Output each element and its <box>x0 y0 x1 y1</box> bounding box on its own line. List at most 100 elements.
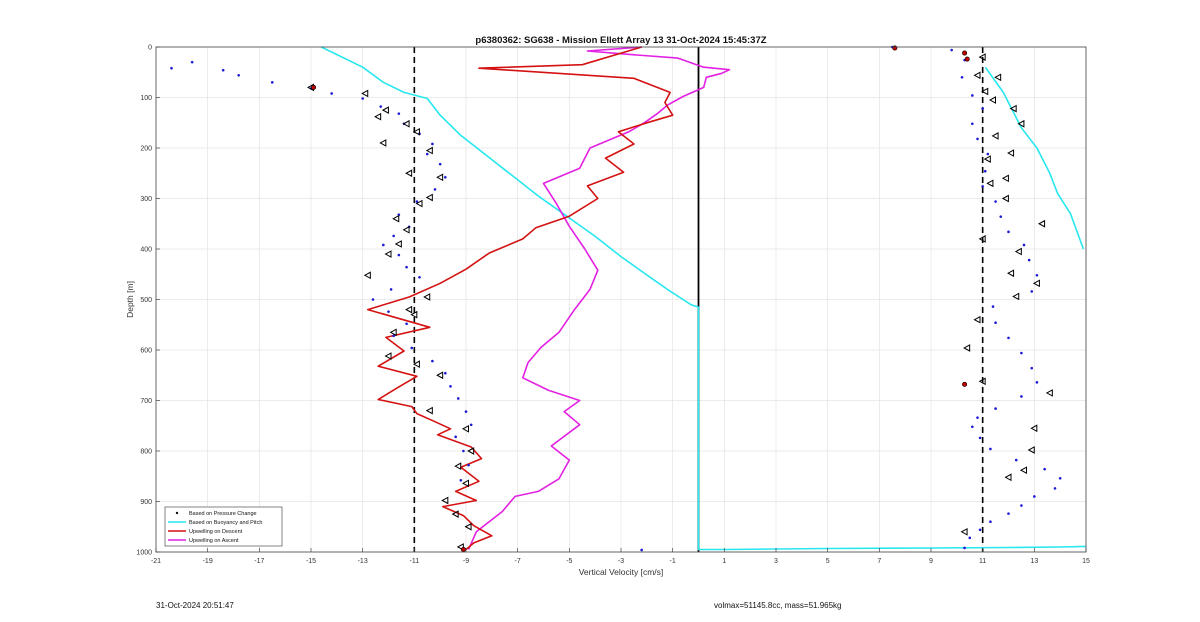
x-tick-label: -3 <box>618 558 624 565</box>
triangle-marker <box>461 479 469 488</box>
triangle-marker <box>1019 466 1027 475</box>
data-point <box>960 76 964 79</box>
y-tick-label: 100 <box>140 95 152 102</box>
triangle-marker <box>467 447 475 455</box>
data-point <box>379 105 383 108</box>
data-point <box>444 175 447 179</box>
legend-label: Upwelling on Ascent <box>189 538 239 544</box>
red-marker <box>964 56 970 62</box>
y-axis-ticks: 0 100 200 300 400 500 600 700 800 900 1000 <box>136 45 160 557</box>
triangle-marker <box>1012 292 1020 301</box>
data-point <box>994 200 997 203</box>
footer-timestamp: 31-Oct-2024 20:51:47 <box>156 601 234 610</box>
data-point <box>467 463 470 467</box>
data-point <box>963 546 966 550</box>
data-point <box>989 447 992 451</box>
y-tick-label: 200 <box>140 146 152 153</box>
red-marker <box>892 45 898 51</box>
x-tick-label: 11 <box>979 558 986 565</box>
triangle-marker <box>415 199 423 208</box>
x-tick-label: 3 <box>774 558 778 565</box>
triangle-marker <box>392 214 400 223</box>
data-point <box>371 298 375 301</box>
triangle-marker <box>978 235 986 243</box>
data-point <box>983 169 987 173</box>
data-point <box>405 322 408 326</box>
chart-title: p6380362: SG638 - Mission Ellett Array 1… <box>475 35 766 46</box>
triangle-marker <box>363 271 371 280</box>
data-point <box>330 92 333 95</box>
triangle-marker <box>381 106 389 114</box>
triangle-marker <box>973 71 981 80</box>
triangle-marker <box>1014 247 1022 256</box>
triangle-marker <box>436 173 444 182</box>
data-point <box>170 66 173 70</box>
data-point <box>1058 476 1062 480</box>
triangle-marker <box>461 424 469 433</box>
triangle-marker <box>454 462 462 470</box>
data-point <box>382 243 385 247</box>
red-dot-markers <box>311 45 970 552</box>
series-line <box>366 46 674 551</box>
data-point <box>1030 290 1034 293</box>
triangle-marker <box>425 406 433 415</box>
data-point <box>397 213 401 216</box>
triangle-marker <box>1038 219 1046 228</box>
data-point <box>397 112 401 115</box>
y-tick-label: 400 <box>140 247 152 254</box>
data-point <box>1030 366 1034 370</box>
series-layer <box>170 45 1087 552</box>
legend-swatch-dot <box>175 511 179 515</box>
data-point <box>433 188 437 191</box>
triangle-marker <box>973 315 981 324</box>
data-point <box>1020 351 1023 355</box>
triangle-marker <box>379 139 387 147</box>
triangle-marker <box>1007 269 1015 278</box>
y-tick-label: 900 <box>140 499 152 506</box>
triangle-marker <box>441 496 449 505</box>
data-point <box>1043 467 1046 471</box>
red-marker <box>962 381 968 387</box>
data-point <box>361 97 364 100</box>
data-point <box>981 107 984 110</box>
triangle-marker <box>986 179 994 188</box>
data-point <box>950 48 953 52</box>
data-point <box>968 536 972 540</box>
triangle-marker <box>405 169 413 178</box>
data-point <box>431 359 434 363</box>
data-point <box>431 142 434 146</box>
y-tick-label: 500 <box>140 297 152 304</box>
y-tick-label: 1000 <box>136 550 152 557</box>
data-point <box>449 385 452 388</box>
data-point <box>454 435 457 439</box>
data-point <box>469 423 473 427</box>
data-point <box>1007 230 1010 234</box>
triangle-marker <box>991 132 999 140</box>
triangle-marker <box>1004 473 1012 482</box>
x-tick-label: -21 <box>151 558 161 565</box>
data-point <box>999 215 1003 218</box>
x-tick-label: -15 <box>306 558 316 565</box>
x-tick-label: 7 <box>877 558 881 565</box>
x-tick-label: -17 <box>254 558 264 565</box>
data-point <box>1014 458 1018 462</box>
data-point <box>438 162 442 166</box>
data-point <box>994 321 997 325</box>
data-point <box>1035 273 1039 277</box>
y-tick-label: 800 <box>140 449 152 456</box>
legend: Based on Pressure Change Based on Buoyanc… <box>164 506 283 547</box>
red-marker <box>311 84 317 90</box>
grid <box>155 46 1087 553</box>
series-based-on-pressure-change <box>170 45 1062 552</box>
triangle-marker <box>983 155 991 163</box>
y-tick-label: 300 <box>140 196 152 203</box>
data-point <box>1027 258 1031 262</box>
data-point <box>405 265 408 269</box>
series-line <box>984 66 1085 250</box>
triangle-marker <box>384 250 392 258</box>
x-axis-ticks: -21 -19 -17 -15 -13 -11 -9 -7 -5 -3 -1 1 3 5 7 9 11 13 15 <box>151 548 1090 565</box>
data-point <box>389 288 393 291</box>
data-point <box>1033 495 1036 498</box>
x-tick-label: -19 <box>203 558 213 565</box>
